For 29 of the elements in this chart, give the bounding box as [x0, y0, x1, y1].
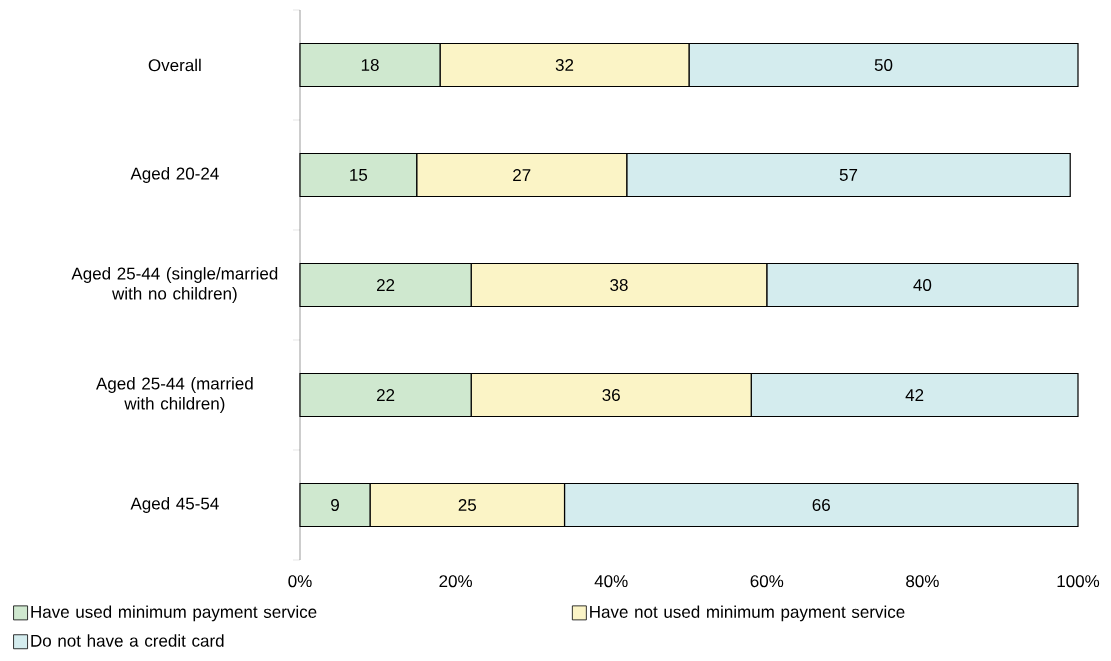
data-label: 22	[377, 389, 395, 401]
data-label: 9	[331, 498, 339, 512]
y-tick-label: Aged 25-44 (married with children)	[96, 377, 253, 413]
data-label: 40	[913, 278, 932, 292]
data-label: 36	[602, 388, 620, 402]
x-tick-label: 60%	[750, 575, 784, 588]
x-tick-label: 80%	[906, 575, 939, 588]
data-label: 42	[905, 389, 924, 401]
data-label: 25	[458, 498, 477, 512]
x-tick-label: 0%	[288, 575, 312, 588]
legend-label: Do not have a credit card	[31, 634, 224, 647]
y-tick-label: Overall	[148, 58, 201, 72]
data-label: 15	[350, 169, 368, 181]
data-label: 38	[610, 278, 628, 292]
x-tick-label: 20%	[439, 575, 472, 588]
data-label: 32	[555, 58, 574, 72]
legend-label: Have used minimum payment service	[31, 605, 317, 622]
y-tick-label: Aged 45-54	[130, 497, 219, 513]
y-tick-label: Aged 20-24	[130, 167, 219, 183]
x-tick-label: 100%	[1057, 575, 1100, 588]
x-tick-label: 40%	[594, 575, 628, 588]
data-label: 50	[874, 58, 893, 72]
data-label: 57	[839, 169, 858, 181]
data-label: 66	[812, 498, 830, 512]
data-label: 27	[513, 169, 531, 181]
legend-label: Have not used minimum payment service	[590, 605, 905, 622]
data-label: 22	[377, 279, 395, 291]
data-label: 18	[361, 58, 379, 72]
y-tick-label: Aged 25-44 (single/married with no children)	[71, 267, 278, 303]
